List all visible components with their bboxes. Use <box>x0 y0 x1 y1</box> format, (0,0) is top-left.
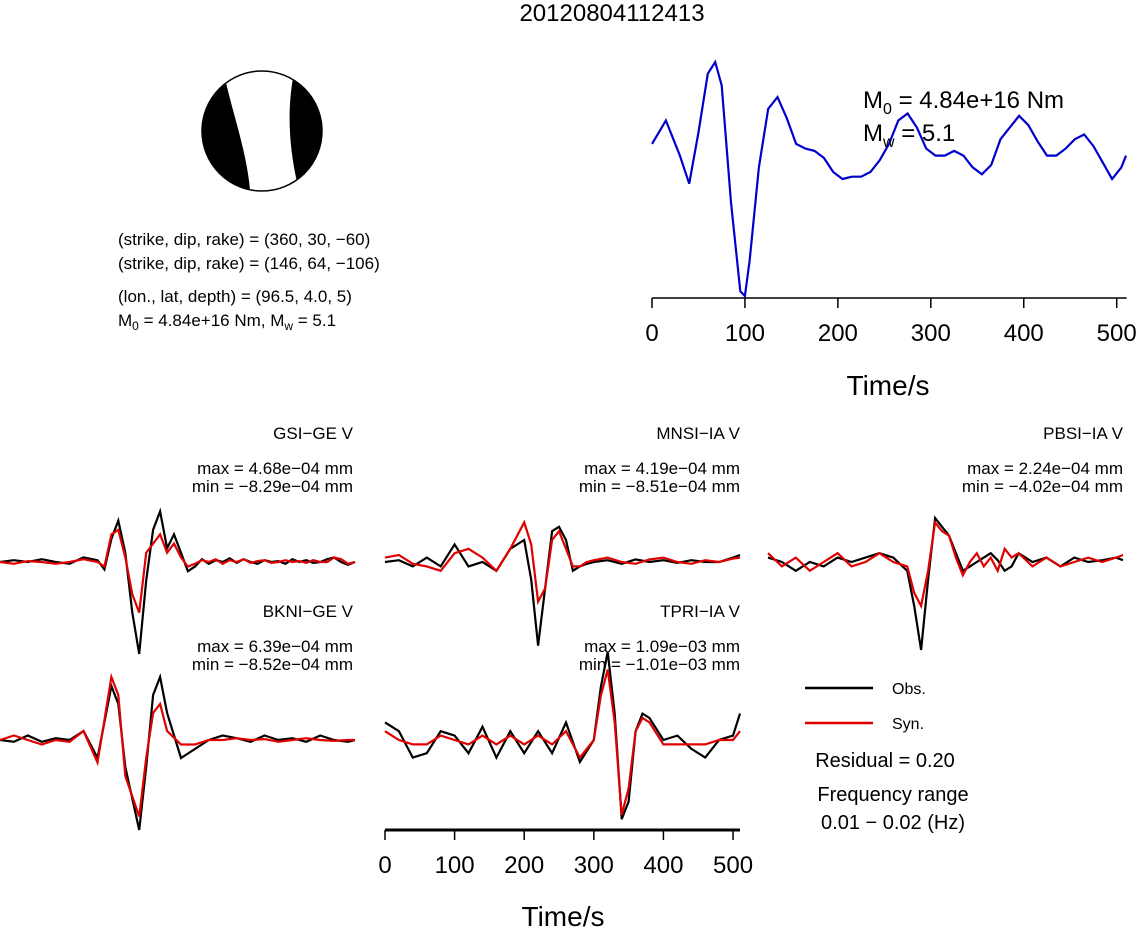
stf-x-tick-label: 100 <box>725 320 765 347</box>
station-label: MNSI−IA V <box>656 424 740 443</box>
station-label: GSI−GE V <box>273 424 353 443</box>
max-label: max = 6.39e−04 mm <box>197 637 353 656</box>
synthetic-trace <box>767 519 1124 610</box>
residual-text: Residual = 0.20 <box>815 750 955 772</box>
location-text: (lon., lat, depth) = (96.5, 4.0, 5) <box>118 287 352 306</box>
min-label: min = −8.29e−04 mm <box>192 477 353 496</box>
waveform-x-tick-label: 400 <box>643 852 683 879</box>
legend-syn-label: Syn. <box>892 716 924 733</box>
observed-trace <box>767 515 1124 651</box>
min-label: min = −4.02e−04 mm <box>962 477 1123 496</box>
nodal-plane-2: (strike, dip, rake) = (146, 64, −106) <box>118 254 380 273</box>
station-label: TPRI−IA V <box>660 602 740 621</box>
waveform-x-tick-label: 200 <box>504 852 544 879</box>
frequency-range-title: Frequency range <box>817 784 968 806</box>
synthetic-trace <box>0 672 355 817</box>
min-label: min = −8.52e−04 mm <box>192 655 353 674</box>
synthetic-trace <box>0 528 356 613</box>
max-label: max = 4.68e−04 mm <box>197 459 353 478</box>
stf-mw-label: Mw = 5.1 <box>863 120 955 151</box>
moment-summary: M0 = 4.84e+16 Nm, Mw = 5.1 <box>118 311 336 333</box>
stf-x-tick-label: 0 <box>645 320 658 347</box>
figure-title: 20120804112413 <box>519 0 704 27</box>
frequency-range-value: 0.01 − 0.02 (Hz) <box>821 812 965 834</box>
stf-line <box>651 59 1128 299</box>
waveform-x-axis-label: Time/s <box>522 901 605 928</box>
stf-x-tick-label: 500 <box>1097 320 1137 347</box>
stf-x-axis-label: Time/s <box>847 370 930 401</box>
station-label: BKNI−GE V <box>263 602 354 621</box>
observed-trace <box>0 673 356 831</box>
legend: Obs. Syn. <box>805 681 926 733</box>
synthetic-trace <box>384 669 741 816</box>
stf-chart: 0 100 200 300 400 500 Time/s <box>645 59 1137 401</box>
nodal-plane-1: (strike, dip, rake) = (360, 30, −60) <box>118 230 370 249</box>
station-label: PBSI−IA V <box>1043 424 1124 443</box>
min-label: min = −8.51e−04 mm <box>579 477 740 496</box>
waveform-x-tick-label: 500 <box>713 852 753 879</box>
waveform-x-tick-label: 100 <box>435 852 475 879</box>
observed-trace <box>384 525 741 646</box>
stf-x-tick-label: 200 <box>818 320 858 347</box>
observed-trace <box>0 507 356 655</box>
max-label: max = 4.19e−04 mm <box>584 459 740 478</box>
stf-x-tick-label: 400 <box>1004 320 1044 347</box>
max-label: max = 1.09e−03 mm <box>584 637 740 656</box>
beachball <box>201 70 323 192</box>
stf-m0-label: M0 = 4.84e+16 Nm <box>863 87 1064 118</box>
waveform-x-tick-label: 0 <box>378 852 391 879</box>
synthetic-trace <box>384 519 741 606</box>
waveform-x-tick-label: 300 <box>574 852 614 879</box>
waveform-time-axis: 0 100 200 300 400 500 Time/s <box>378 828 753 928</box>
stf-x-tick-label: 300 <box>911 320 951 347</box>
legend-obs-label: Obs. <box>892 681 926 698</box>
min-label: min = −1.01e−03 mm <box>579 655 740 674</box>
max-label: max = 2.24e−04 mm <box>967 459 1123 478</box>
